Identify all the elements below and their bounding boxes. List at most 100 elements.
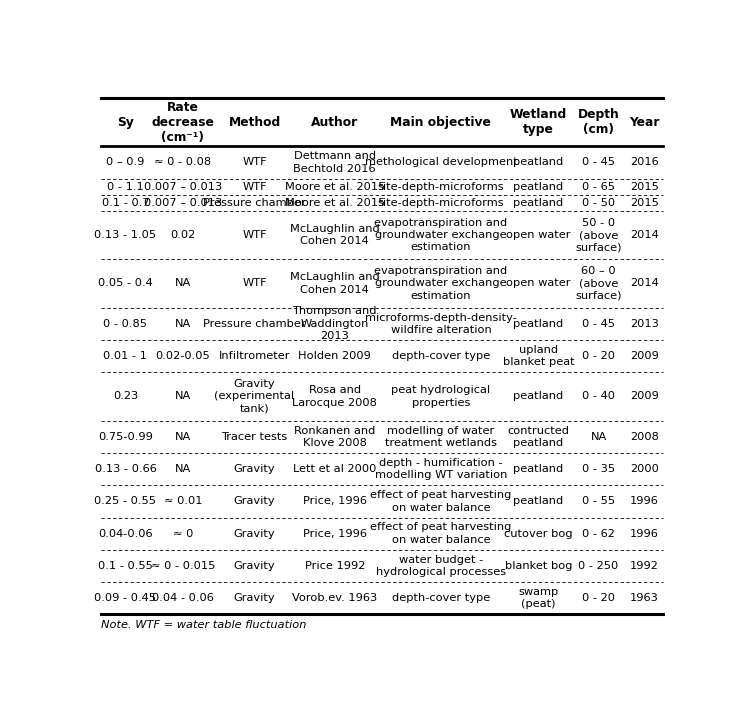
Text: Rosa and
Larocque 2008: Rosa and Larocque 2008	[292, 385, 377, 408]
Text: swamp
(peat): swamp (peat)	[518, 587, 559, 609]
Text: 0.13 - 1.05: 0.13 - 1.05	[95, 230, 157, 240]
Text: peatland: peatland	[514, 319, 564, 329]
Text: 0 - 250: 0 - 250	[579, 561, 619, 571]
Text: ≈ 0.01: ≈ 0.01	[164, 496, 202, 506]
Text: effect of peat harvesting
on water balance: effect of peat harvesting on water balan…	[370, 490, 511, 513]
Text: Gravity: Gravity	[234, 464, 275, 474]
Text: 0.02-0.05: 0.02-0.05	[155, 351, 210, 361]
Text: site-depth-microforms: site-depth-microforms	[377, 198, 504, 208]
Text: peatland: peatland	[514, 182, 564, 192]
Text: 2008: 2008	[630, 432, 659, 442]
Text: open water: open water	[506, 230, 571, 240]
Text: 2000: 2000	[630, 464, 659, 474]
Text: NA: NA	[175, 279, 191, 288]
Text: Gravity: Gravity	[234, 561, 275, 571]
Text: WTF: WTF	[242, 157, 267, 167]
Text: Gravity: Gravity	[234, 496, 275, 506]
Text: ≈ 0: ≈ 0	[172, 528, 193, 538]
Text: Gravity
(experimental
tank): Gravity (experimental tank)	[215, 379, 295, 414]
Text: Moore et al. 2015: Moore et al. 2015	[285, 198, 385, 208]
Text: Note. WTF = water table fluctuation: Note. WTF = water table fluctuation	[101, 620, 306, 630]
Text: NA: NA	[591, 432, 607, 442]
Text: evapotranspiration and
groundwater exchange
estimation: evapotranspiration and groundwater excha…	[374, 217, 508, 252]
Text: methological development: methological development	[365, 157, 517, 167]
Text: WTF: WTF	[242, 230, 267, 240]
Text: Tracer tests: Tracer tests	[221, 432, 288, 442]
Text: NA: NA	[175, 432, 191, 442]
Text: 1996: 1996	[630, 528, 659, 538]
Text: 0 - 62: 0 - 62	[582, 528, 615, 538]
Text: 0.01 - 1: 0.01 - 1	[104, 351, 147, 361]
Text: Wetland
type: Wetland type	[510, 108, 567, 136]
Text: 0.23: 0.23	[113, 392, 138, 401]
Text: 0 – 0.9: 0 – 0.9	[107, 157, 144, 167]
Text: open water: open water	[506, 279, 571, 288]
Text: McLaughlin and
Cohen 2014: McLaughlin and Cohen 2014	[290, 272, 380, 295]
Text: 2016: 2016	[630, 157, 659, 167]
Text: 2009: 2009	[630, 392, 659, 401]
Text: 0 - 0.85: 0 - 0.85	[104, 319, 147, 329]
Text: blanket bog: blanket bog	[505, 561, 572, 571]
Text: depth-cover type: depth-cover type	[391, 351, 490, 361]
Text: 50 - 0
(above
surface): 50 - 0 (above surface)	[576, 217, 622, 252]
Text: modelling of water
treatment wetlands: modelling of water treatment wetlands	[385, 425, 497, 448]
Text: 0.02: 0.02	[170, 230, 195, 240]
Text: water budget -
hydrological processes: water budget - hydrological processes	[376, 555, 506, 577]
Text: 0 - 20: 0 - 20	[582, 593, 615, 603]
Text: 1996: 1996	[630, 496, 659, 506]
Text: Method: Method	[229, 116, 280, 129]
Text: Depth
(cm): Depth (cm)	[578, 108, 619, 136]
Text: 0.007 – 0.013: 0.007 – 0.013	[144, 198, 222, 208]
Text: 0.09 - 0.45: 0.09 - 0.45	[95, 593, 156, 603]
Text: Author: Author	[312, 116, 358, 129]
Text: 0 - 20: 0 - 20	[582, 351, 615, 361]
Text: ≈ 0 - 0.015: ≈ 0 - 0.015	[151, 561, 215, 571]
Text: 2009: 2009	[630, 351, 659, 361]
Text: Year: Year	[629, 116, 660, 129]
Text: 2013: 2013	[630, 319, 659, 329]
Text: NA: NA	[175, 319, 191, 329]
Text: peatland: peatland	[514, 392, 564, 401]
Text: evapotranspiration and
groundwater exchange
estimation: evapotranspiration and groundwater excha…	[374, 266, 508, 301]
Text: 0.1 - 0.7: 0.1 - 0.7	[101, 198, 149, 208]
Text: Pressure chamber: Pressure chamber	[204, 198, 306, 208]
Text: ≈ 0 - 0.08: ≈ 0 - 0.08	[154, 157, 212, 167]
Text: peatland: peatland	[514, 157, 564, 167]
Text: 0.25 - 0.55: 0.25 - 0.55	[95, 496, 156, 506]
Text: Price, 1996: Price, 1996	[303, 528, 367, 538]
Text: Lett et al 2000: Lett et al 2000	[293, 464, 377, 474]
Text: Main objective: Main objective	[391, 116, 491, 129]
Text: Sy: Sy	[117, 116, 134, 129]
Text: peat hydrological
properties: peat hydrological properties	[391, 385, 491, 408]
Text: 0 - 55: 0 - 55	[582, 496, 615, 506]
Text: 2014: 2014	[630, 279, 659, 288]
Text: McLaughlin and
Cohen 2014: McLaughlin and Cohen 2014	[290, 224, 380, 246]
Text: Pressure chamber: Pressure chamber	[204, 319, 306, 329]
Text: Holden 2009: Holden 2009	[298, 351, 371, 361]
Text: 0.1 - 0.55: 0.1 - 0.55	[98, 561, 153, 571]
Text: Ronkanen and
Klove 2008: Ronkanen and Klove 2008	[294, 425, 375, 448]
Text: depth-cover type: depth-cover type	[391, 593, 490, 603]
Text: Infiltrometer: Infiltrometer	[219, 351, 290, 361]
Text: WTF: WTF	[242, 279, 267, 288]
Text: 2015: 2015	[630, 182, 659, 192]
Text: 0.007 – 0.013: 0.007 – 0.013	[144, 182, 222, 192]
Text: Gravity: Gravity	[234, 528, 275, 538]
Text: 0.75-0.99: 0.75-0.99	[98, 432, 153, 442]
Text: Moore et al. 2015: Moore et al. 2015	[285, 182, 385, 192]
Text: 0 - 1.1: 0 - 1.1	[107, 182, 144, 192]
Text: 1963: 1963	[630, 593, 659, 603]
Text: 0 - 45: 0 - 45	[582, 157, 615, 167]
Text: NA: NA	[175, 464, 191, 474]
Text: cutover bog: cutover bog	[504, 528, 573, 538]
Text: 0 - 45: 0 - 45	[582, 319, 615, 329]
Text: Price, 1996: Price, 1996	[303, 496, 367, 506]
Text: 2015: 2015	[630, 198, 659, 208]
Text: upland
blanket peat: upland blanket peat	[502, 345, 574, 368]
Text: 2014: 2014	[630, 230, 659, 240]
Text: Rate
decrease
(cm⁻¹): Rate decrease (cm⁻¹)	[152, 101, 215, 144]
Text: 0.04-0.06: 0.04-0.06	[98, 528, 152, 538]
Text: Thompson and
Waddington
2013: Thompson and Waddington 2013	[292, 307, 377, 341]
Text: microforms-depth-density-
wildfire alteration: microforms-depth-density- wildfire alter…	[365, 312, 517, 335]
Text: peatland: peatland	[514, 198, 564, 208]
